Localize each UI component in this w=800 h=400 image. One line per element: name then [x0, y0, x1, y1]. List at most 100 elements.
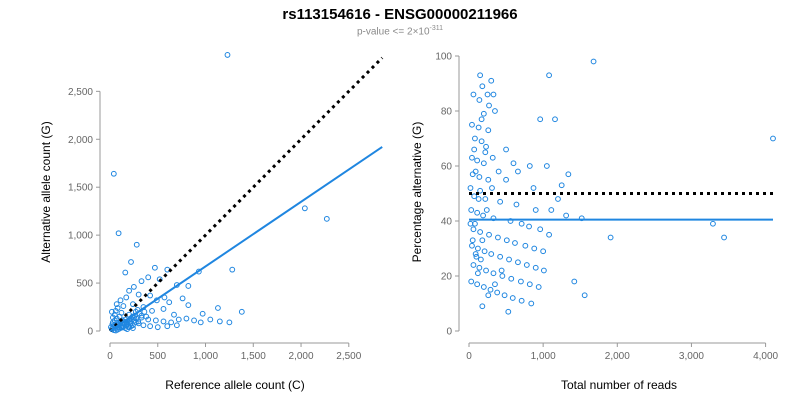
plotright-point — [469, 154, 475, 161]
plotleft-point — [191, 317, 197, 324]
plotright-point — [488, 77, 495, 84]
plotright-point — [480, 284, 487, 290]
plotright-point — [477, 256, 484, 263]
plotleft-point — [135, 318, 142, 325]
plotright-point — [473, 253, 480, 260]
plotleft-x-tick-label: 2,000 — [289, 351, 314, 362]
plotright-point — [506, 256, 512, 263]
plotleft-point — [113, 301, 120, 308]
left-y-axis-title: Alternative allele count (G) — [39, 121, 53, 262]
plotleft-point — [238, 308, 245, 315]
plotright-point — [546, 72, 552, 79]
plotright-point — [508, 275, 515, 282]
plotleft-point — [130, 284, 137, 290]
plotright-point — [480, 110, 487, 117]
plotleft-y-tick-label: 1,000 — [68, 231, 93, 242]
right-y-axis-title: Percentage alternative (G) — [410, 122, 424, 263]
plotright-y-tick-label: 40 — [441, 217, 453, 228]
plotright-y-tick-label: 100 — [435, 52, 452, 63]
plotright-point — [494, 289, 501, 296]
plotleft-x-tick-label: 500 — [149, 351, 166, 362]
plotright-point — [469, 121, 475, 128]
plotright-point — [490, 91, 497, 98]
plotright-point — [532, 264, 539, 271]
plotright-point — [510, 160, 517, 167]
plotright-point — [469, 237, 476, 244]
plotright-point — [522, 242, 529, 249]
chart-subtitle: p-value <= 2×10-311 — [0, 25, 800, 37]
plotright-point — [498, 267, 505, 274]
plotright-point — [486, 102, 492, 109]
plotright-point — [503, 237, 510, 244]
plotleft-point — [109, 308, 115, 315]
plotright-point — [474, 281, 481, 288]
plotright-y-tick-label: 20 — [441, 272, 453, 283]
plotright-point — [501, 292, 508, 299]
plotleft-point — [133, 241, 140, 248]
plotright-point — [526, 223, 532, 230]
plotright-point — [528, 300, 535, 307]
plotright-point — [489, 185, 495, 191]
plotright-point — [507, 218, 514, 224]
plotleft-point — [123, 294, 130, 301]
plotright-point — [472, 168, 479, 175]
plotright-point — [472, 251, 479, 257]
plotright-point — [581, 292, 588, 299]
plotright-point — [518, 220, 525, 227]
plotleft-point — [135, 291, 142, 298]
plotright-point — [474, 209, 481, 216]
plotleft-point — [154, 324, 161, 331]
plotright-point — [503, 146, 509, 153]
plotright-point — [489, 154, 496, 161]
plotleft-y-tick-label: 0 — [87, 327, 93, 338]
plotleft-point — [160, 306, 167, 312]
plotright-x-tick-label: 1,000 — [531, 351, 556, 362]
plotright-point — [497, 253, 504, 260]
plotleft-point — [175, 316, 182, 323]
plotright-point — [468, 278, 475, 285]
plotleft-x-tick-label: 0 — [107, 351, 113, 362]
plotleft-y-tick-label: 1,500 — [68, 183, 93, 194]
plotright-point — [479, 83, 486, 90]
plotright-point — [482, 149, 489, 156]
plotright-point — [485, 292, 492, 299]
plotleft-point — [128, 259, 134, 265]
plotright-point — [497, 198, 504, 205]
plotleft-point — [122, 269, 129, 276]
plotleft-point — [116, 313, 123, 320]
plotleft-x-tick-label: 1,500 — [241, 351, 266, 362]
plotleft-point — [183, 315, 190, 322]
chart-title: rs113154616 - ENSG00000211966 — [282, 6, 518, 23]
left-x-axis-title: Reference allele count (C) — [165, 378, 304, 392]
plotright-point — [563, 212, 570, 219]
plotleft-x-tick-label: 1,000 — [193, 351, 218, 362]
plotright-point — [480, 212, 486, 219]
plotright-point — [475, 124, 482, 131]
plotright-point — [540, 248, 547, 255]
plotright-x-tick-label: 0 — [466, 351, 472, 362]
plotleft-y-tick-label: 500 — [76, 279, 93, 290]
plotleft-point — [199, 310, 206, 317]
subtitle-exponent: -311 — [429, 25, 444, 32]
plotright-point — [505, 308, 512, 315]
plotleft-point — [143, 313, 150, 320]
plotright-point — [558, 182, 565, 189]
plotright-point — [515, 168, 521, 175]
plotright-point — [590, 58, 597, 65]
plotright-point — [770, 135, 776, 142]
plotright-point — [469, 171, 476, 178]
plotleft-point — [229, 266, 236, 273]
plotright-point — [470, 91, 477, 98]
plotright-point — [483, 143, 489, 150]
plotleft-point — [171, 311, 177, 318]
plotleft-point — [120, 303, 127, 309]
plotright-point — [477, 187, 484, 194]
subtitle-prefix: p-value <= 2×10 — [356, 26, 430, 38]
plotright-point — [470, 226, 477, 233]
plotleft-point — [166, 299, 173, 306]
plotleft-point — [164, 323, 171, 330]
plotright-point — [535, 284, 542, 290]
plotleft-point — [145, 274, 152, 281]
